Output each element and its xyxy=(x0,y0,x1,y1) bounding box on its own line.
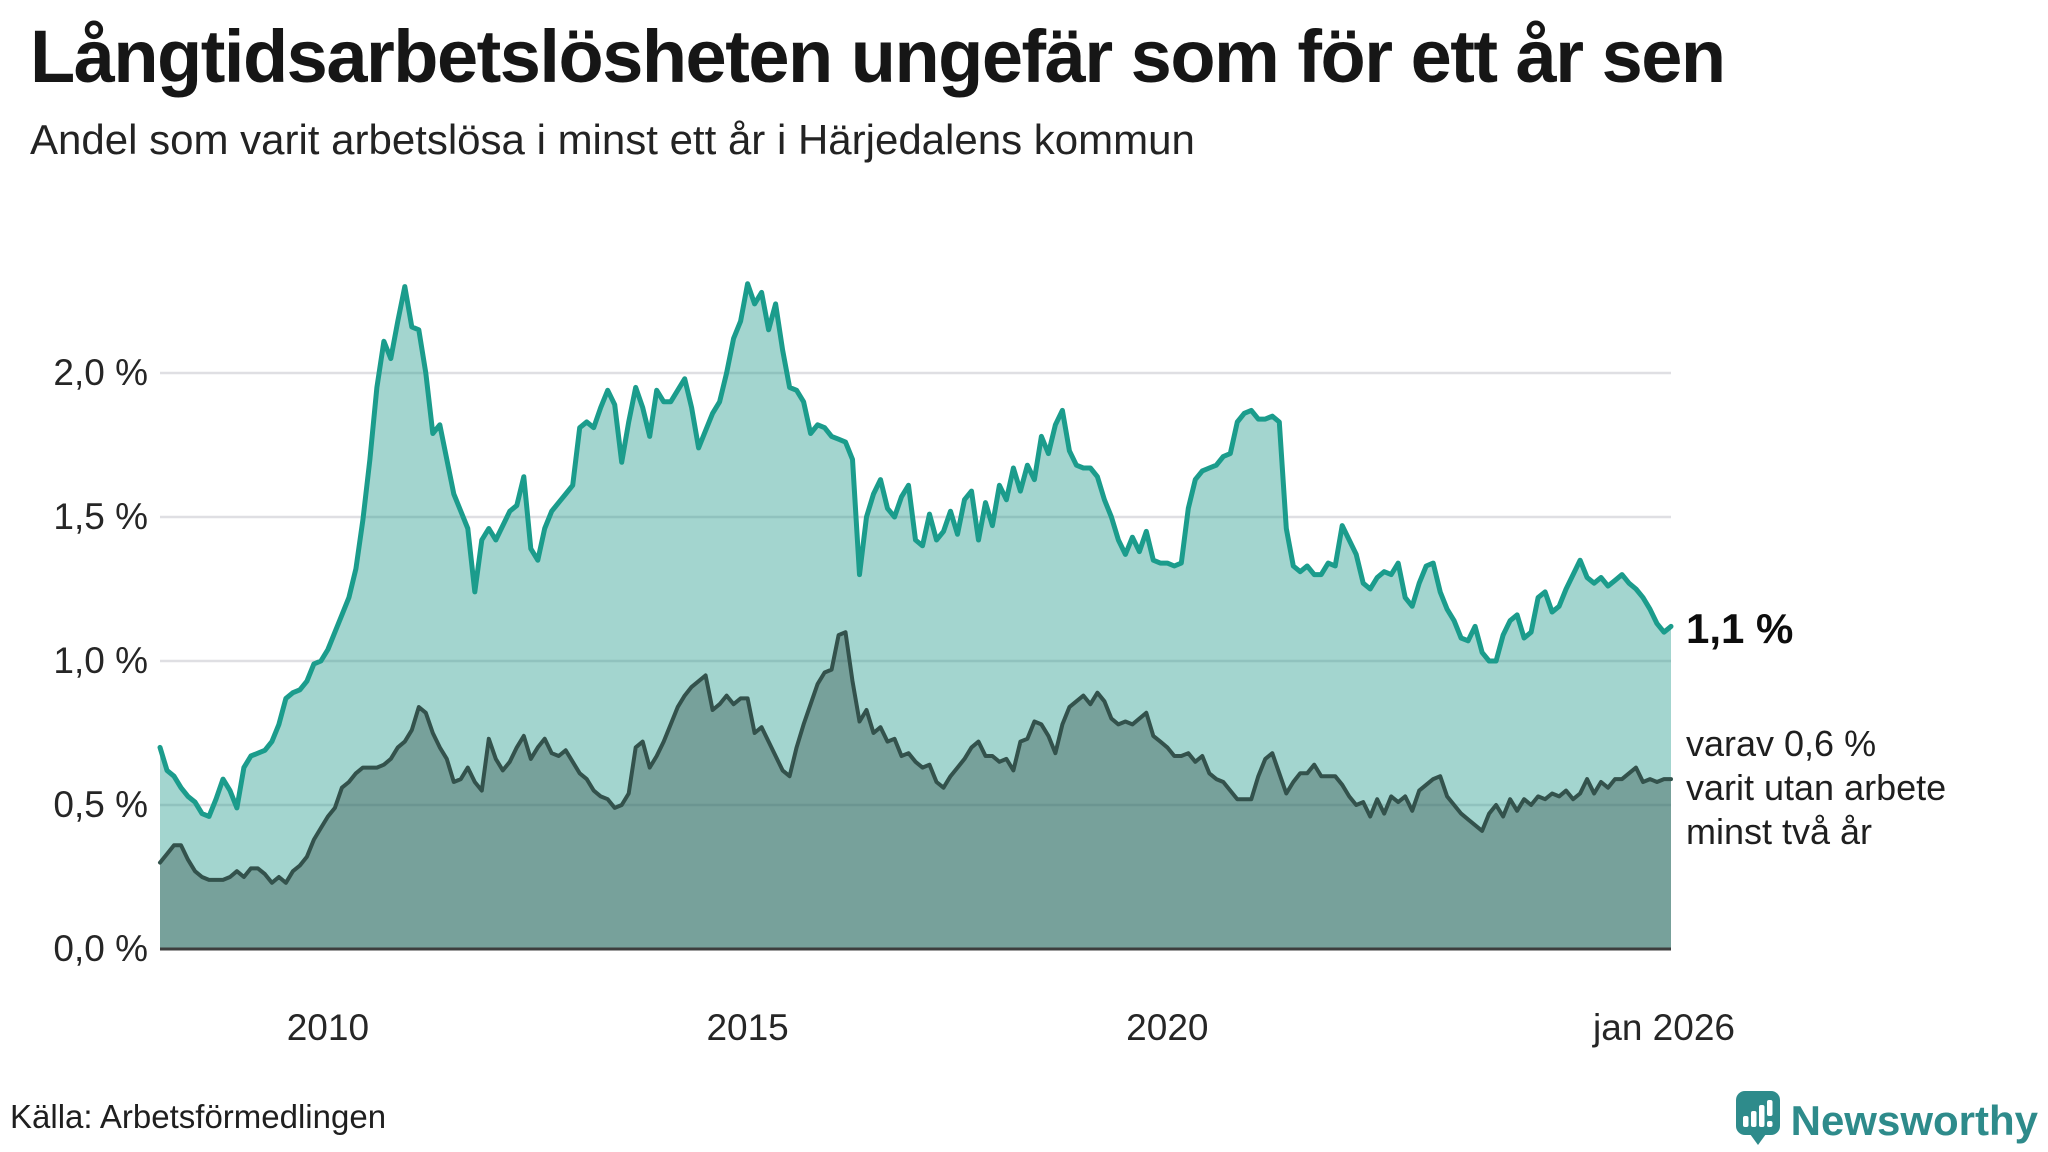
y-tick-label: 1,5 % xyxy=(53,496,148,537)
y-tick-label: 0,0 % xyxy=(53,928,148,969)
line-unemployed-2yr xyxy=(158,630,1673,885)
area-unemployed-2yr xyxy=(160,632,1671,949)
x-tick-label: jan 2026 xyxy=(1593,1007,1735,1048)
chart-subtitle: Andel som varit arbetslösa i minst ett å… xyxy=(30,116,1195,163)
latest-value-label: 1,1 % xyxy=(1686,605,1794,652)
newsworthy-logo-text: Newsworthy xyxy=(1790,1096,2038,1144)
note-line-3: minst två år xyxy=(1686,811,1873,852)
note-line-2: varit utan arbete xyxy=(1686,767,1947,808)
source-caption: Källa: Arbetsförmedlingen xyxy=(10,1098,387,1135)
note-line-1: varav 0,6 % xyxy=(1686,723,1877,764)
line-unemployed-1yr xyxy=(157,281,1674,819)
y-tick-label: 1,0 % xyxy=(53,640,148,681)
y-tick-label: 2,0 % xyxy=(53,352,148,393)
newsworthy-branding: Newsworthy xyxy=(1735,1090,2038,1151)
page-title: Långtidsarbetslösheten ungefär som för e… xyxy=(30,15,1726,98)
y-tick-label: 0,5 % xyxy=(53,784,148,825)
x-tick-label: 2010 xyxy=(286,1007,370,1048)
newsworthy-logo-icon xyxy=(1735,1090,1781,1151)
secondary-value-note: varav 0,6 % varit utan arbete minst två … xyxy=(1686,722,1946,854)
x-tick-label: 2020 xyxy=(1126,1007,1209,1048)
x-tick-label: 2015 xyxy=(706,1007,789,1048)
